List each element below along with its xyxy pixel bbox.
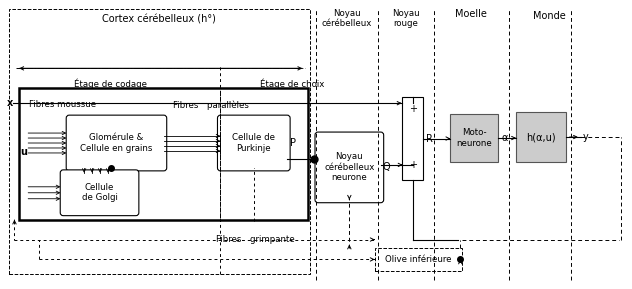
Text: Fibres parallèles: Fibres parallèles: [173, 100, 248, 110]
Bar: [20, 88, 308, 220]
Text: +: +: [408, 104, 416, 114]
Text: y: y: [583, 132, 588, 142]
FancyBboxPatch shape: [66, 115, 167, 171]
Text: Étage de choix: Étage de choix: [260, 78, 325, 89]
Bar: [401, 97, 423, 180]
Text: Cortex cérébelleux (h°): Cortex cérébelleux (h°): [102, 15, 216, 25]
Text: Glomérule &
Cellule en grains: Glomérule & Cellule en grains: [80, 133, 153, 153]
Text: +: +: [408, 160, 416, 170]
FancyBboxPatch shape: [60, 170, 139, 216]
Text: u: u: [20, 147, 27, 157]
Bar: [516, 112, 566, 162]
Text: Q: Q: [383, 162, 391, 173]
Text: Moto-
neurone: Moto- neurone: [456, 128, 492, 148]
Text: Noyau
rouge: Noyau rouge: [392, 9, 420, 28]
FancyBboxPatch shape: [217, 115, 290, 171]
Text: R: R: [427, 134, 434, 144]
Text: Moelle: Moelle: [455, 9, 487, 19]
Text: Monde: Monde: [533, 11, 565, 21]
Bar: [9, 9, 310, 274]
Bar: [451, 114, 498, 162]
Text: Fibres moussue: Fibres moussue: [29, 100, 97, 109]
Text: α: α: [501, 133, 507, 143]
Text: x: x: [6, 98, 13, 108]
Text: Cellule
de Golgi: Cellule de Golgi: [82, 183, 118, 203]
Text: Olive inférieure: Olive inférieure: [386, 255, 452, 264]
Text: Noyau
cérébelleux
neurone: Noyau cérébelleux neurone: [324, 153, 375, 182]
Text: Fibres grimpante: Fibres grimpante: [216, 235, 295, 244]
Text: Noyau
cérébelleux: Noyau cérébelleux: [322, 9, 372, 28]
Text: P: P: [290, 138, 296, 148]
Text: h(α,u): h(α,u): [526, 132, 556, 142]
FancyBboxPatch shape: [315, 132, 384, 203]
Text: Étage de codage: Étage de codage: [75, 78, 147, 89]
Text: Cellule de
Purkinje: Cellule de Purkinje: [233, 133, 276, 153]
Bar: [375, 247, 462, 271]
